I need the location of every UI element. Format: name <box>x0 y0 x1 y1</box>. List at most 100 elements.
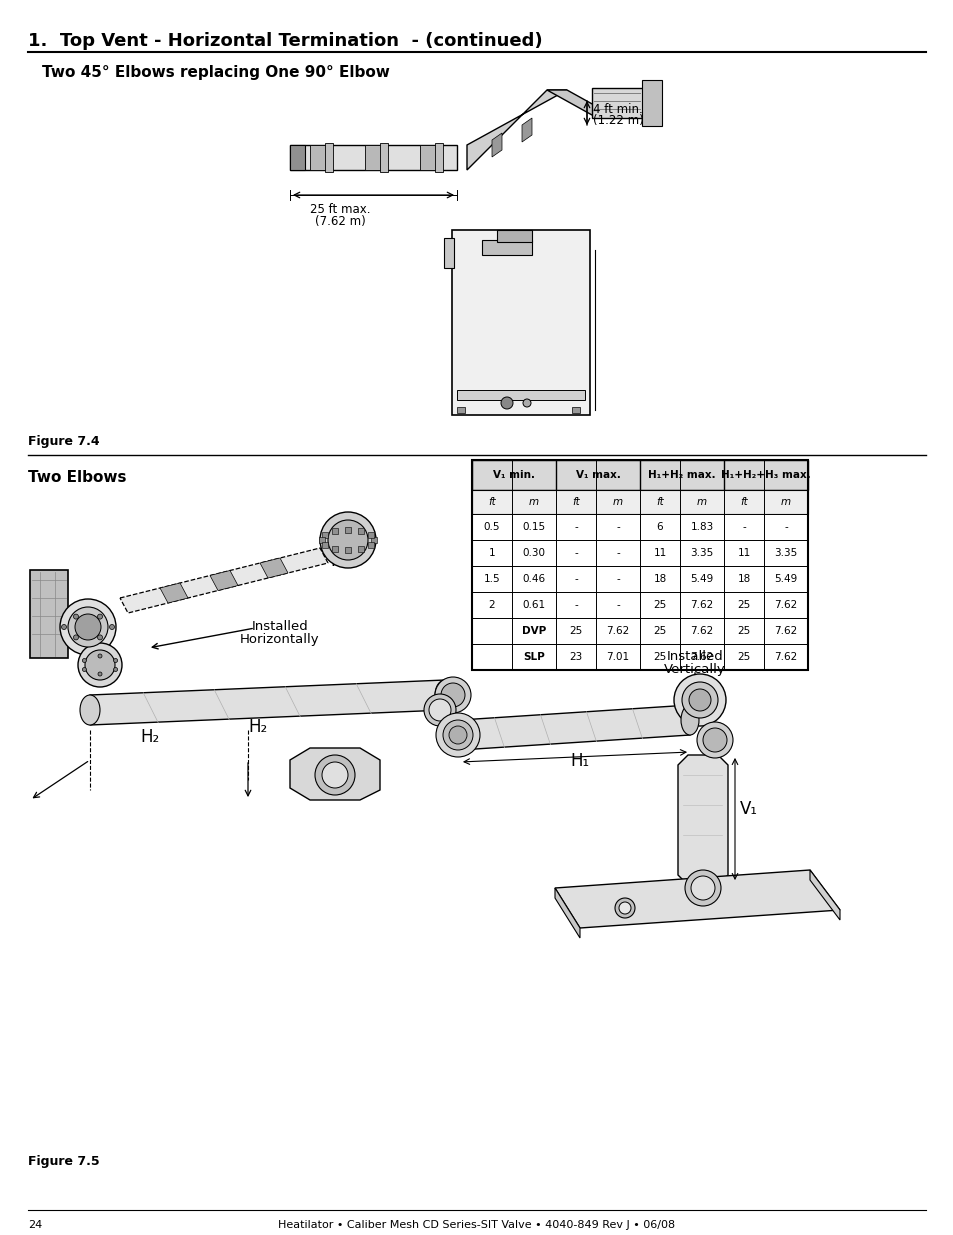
Text: -: - <box>616 522 619 532</box>
Text: 0.61: 0.61 <box>522 600 545 610</box>
Circle shape <box>435 677 471 713</box>
Circle shape <box>73 614 78 619</box>
Text: 7.62: 7.62 <box>690 652 713 662</box>
Polygon shape <box>367 542 374 548</box>
Text: 1: 1 <box>488 548 495 558</box>
Text: 6: 6 <box>656 522 662 532</box>
Polygon shape <box>546 90 612 115</box>
Polygon shape <box>90 680 444 725</box>
Circle shape <box>684 869 720 906</box>
Circle shape <box>98 672 102 676</box>
Bar <box>572 408 579 412</box>
Text: 18: 18 <box>653 574 666 584</box>
Bar <box>30 571 68 658</box>
Text: 7.62: 7.62 <box>690 626 713 636</box>
Circle shape <box>423 694 456 726</box>
Polygon shape <box>367 532 374 537</box>
Bar <box>452 230 589 415</box>
Text: (7.62 m): (7.62 m) <box>314 215 365 228</box>
Polygon shape <box>357 529 364 534</box>
Circle shape <box>681 682 718 718</box>
Circle shape <box>73 635 78 640</box>
Text: Two Elbows: Two Elbows <box>28 471 127 485</box>
Polygon shape <box>809 869 840 920</box>
Text: m: m <box>697 496 706 508</box>
Text: 7.62: 7.62 <box>774 652 797 662</box>
Bar <box>456 390 584 400</box>
Text: 25: 25 <box>653 600 666 610</box>
Polygon shape <box>160 583 188 603</box>
Text: -: - <box>741 522 745 532</box>
Ellipse shape <box>451 720 469 750</box>
Text: 18: 18 <box>737 574 750 584</box>
Text: 1.83: 1.83 <box>690 522 713 532</box>
Ellipse shape <box>80 695 100 725</box>
Polygon shape <box>260 558 288 578</box>
Circle shape <box>618 902 630 914</box>
Circle shape <box>429 699 451 721</box>
Polygon shape <box>332 546 337 552</box>
Text: 25: 25 <box>737 626 750 636</box>
Text: Figure 7.4: Figure 7.4 <box>28 435 99 448</box>
Bar <box>290 144 456 170</box>
Text: Horizontally: Horizontally <box>240 634 319 646</box>
Text: 0.46: 0.46 <box>522 574 545 584</box>
Circle shape <box>60 599 116 655</box>
Text: 7.62: 7.62 <box>606 626 629 636</box>
Ellipse shape <box>680 705 699 735</box>
Text: 1.5: 1.5 <box>483 574 499 584</box>
Text: H₁: H₁ <box>569 752 589 769</box>
Bar <box>290 144 305 170</box>
Polygon shape <box>210 571 237 590</box>
Bar <box>365 144 382 170</box>
Circle shape <box>113 667 117 672</box>
Text: H₃: H₃ <box>330 552 349 571</box>
Polygon shape <box>555 888 579 939</box>
Text: -: - <box>616 600 619 610</box>
Circle shape <box>75 614 101 640</box>
Circle shape <box>440 683 464 706</box>
Text: m: m <box>612 496 622 508</box>
Polygon shape <box>459 705 689 750</box>
Text: Heatilator • Caliber Mesh CD Series-SIT Valve • 4040-849 Rev J • 06/08: Heatilator • Caliber Mesh CD Series-SIT … <box>278 1220 675 1230</box>
Circle shape <box>85 650 115 680</box>
Circle shape <box>82 667 87 672</box>
Circle shape <box>615 898 635 918</box>
Text: Installed: Installed <box>252 620 308 634</box>
Text: 5.49: 5.49 <box>774 574 797 584</box>
Circle shape <box>500 396 513 409</box>
Bar <box>472 592 807 618</box>
Circle shape <box>702 727 726 752</box>
Circle shape <box>697 722 732 758</box>
Text: SLP: SLP <box>522 652 544 662</box>
Text: (1.22 m): (1.22 m) <box>593 114 643 127</box>
Text: ft: ft <box>740 496 747 508</box>
Polygon shape <box>120 548 328 613</box>
Circle shape <box>449 726 467 743</box>
Text: 25: 25 <box>737 652 750 662</box>
Text: 0.15: 0.15 <box>522 522 545 532</box>
Text: 11: 11 <box>653 548 666 558</box>
Bar <box>497 230 532 242</box>
Text: H₂: H₂ <box>248 718 267 736</box>
Text: V₁ max.: V₁ max. <box>575 471 619 480</box>
Text: 5.49: 5.49 <box>690 574 713 584</box>
Text: DVP: DVP <box>521 626 545 636</box>
Text: 24: 24 <box>28 1220 42 1230</box>
Circle shape <box>673 674 725 726</box>
Text: 4 ft min.: 4 ft min. <box>593 103 642 116</box>
Circle shape <box>78 643 122 687</box>
Circle shape <box>322 762 348 788</box>
Text: -: - <box>616 574 619 584</box>
Text: 0.30: 0.30 <box>522 548 545 558</box>
Polygon shape <box>555 869 840 927</box>
Polygon shape <box>322 532 328 537</box>
Text: 25: 25 <box>569 626 582 636</box>
Bar <box>592 88 646 119</box>
Text: H₁+H₂ max.: H₁+H₂ max. <box>647 471 715 480</box>
Text: 3.35: 3.35 <box>774 548 797 558</box>
Text: H₂: H₂ <box>140 727 159 746</box>
Text: -: - <box>616 548 619 558</box>
Text: ft: ft <box>572 496 579 508</box>
Polygon shape <box>467 90 566 170</box>
